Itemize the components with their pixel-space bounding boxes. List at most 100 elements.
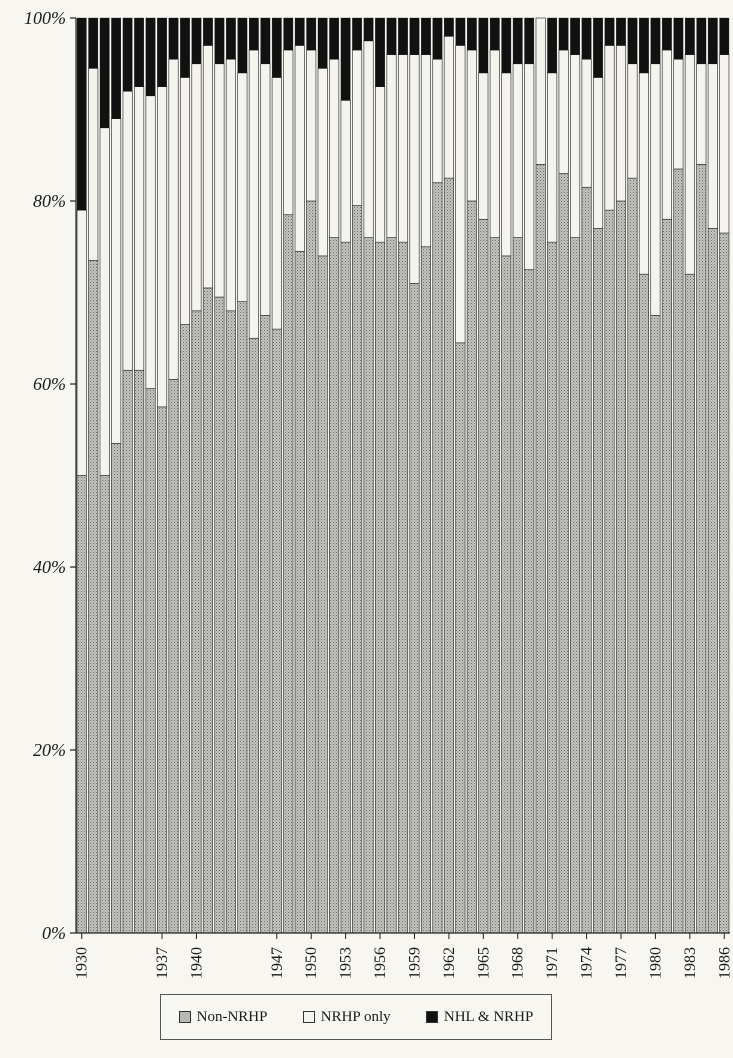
bar-segment-non-nrhp bbox=[340, 241, 351, 934]
x-tick-label: 1965 bbox=[475, 947, 492, 979]
bar-segment-nrhp-only bbox=[592, 77, 604, 229]
bar-segment-non-nrhp bbox=[547, 241, 558, 934]
bar-segment-nrhp-only bbox=[684, 54, 695, 275]
bar-segment-nhl-nrhp bbox=[352, 17, 362, 51]
bar-segment-non-nrhp bbox=[397, 241, 409, 934]
bar-segment-non-nrhp bbox=[455, 342, 466, 934]
bar-segment-non-nrhp bbox=[363, 237, 374, 934]
bar-segment-nhl-nrhp bbox=[145, 17, 156, 96]
bar-segment-non-nrhp bbox=[661, 218, 672, 934]
bar-segment-non-nrhp bbox=[191, 310, 202, 934]
bar-segment-nrhp-only bbox=[581, 58, 592, 188]
bar-segment-non-nrhp bbox=[466, 200, 477, 934]
bar-segment-non-nrhp bbox=[707, 228, 718, 934]
bar-segment-non-nrhp bbox=[478, 218, 489, 934]
bar-segment-nrhp-only bbox=[638, 72, 649, 275]
bar-segment-non-nrhp bbox=[122, 369, 133, 934]
bar-segment-non-nrhp bbox=[352, 205, 363, 934]
bar-segment-nhl-nrhp bbox=[570, 17, 580, 55]
bar-segment-nrhp-only bbox=[122, 90, 133, 371]
bar-segment-non-nrhp bbox=[179, 324, 191, 934]
bar-segment-nhl-nrhp bbox=[214, 17, 225, 64]
bar-segment-nhl-nrhp bbox=[581, 17, 592, 60]
bar-segment-non-nrhp bbox=[501, 255, 512, 934]
bar-segment-nhl-nrhp bbox=[432, 17, 443, 60]
bar-segment-nhl-nrhp bbox=[547, 17, 558, 74]
x-tick-label: 1968 bbox=[510, 947, 527, 979]
bar-segment-nrhp-only bbox=[214, 63, 225, 298]
bar-segment-nhl-nrhp bbox=[409, 17, 420, 55]
bar-segment-nhl-nrhp bbox=[375, 17, 385, 87]
bar-segment-non-nrhp bbox=[271, 328, 282, 934]
legend-label: Non-NRHP bbox=[196, 1008, 268, 1025]
bar-segment-non-nrhp bbox=[202, 287, 214, 934]
bar-segment-nhl-nrhp bbox=[283, 17, 294, 51]
bar-segment-nhl-nrhp bbox=[524, 17, 535, 64]
bar-segment-nrhp-only bbox=[719, 54, 730, 234]
bar-segment-nhl-nrhp bbox=[111, 17, 122, 119]
y-tick-label: 20% bbox=[33, 740, 66, 760]
bar-segment-nrhp-only bbox=[432, 58, 443, 184]
bar-segment-nhl-nrhp bbox=[248, 17, 259, 51]
bar-segment-nrhp-only bbox=[547, 72, 558, 243]
bar-segment-nrhp-only bbox=[306, 49, 317, 202]
bar-segment-nhl-nrhp bbox=[271, 17, 282, 78]
bar-segment-non-nrhp bbox=[145, 388, 156, 934]
bar-segment-non-nrhp bbox=[329, 237, 340, 934]
bar-segment-non-nrhp bbox=[570, 237, 581, 934]
legend-item-nhl-nrhp: NHL & NRHP bbox=[425, 1008, 534, 1026]
bar-segment-nhl-nrhp bbox=[466, 17, 477, 51]
bar-segment-nrhp-only bbox=[375, 86, 386, 243]
bar-segment-nhl-nrhp bbox=[616, 17, 626, 46]
bar-segment-nrhp-only bbox=[145, 95, 156, 389]
x-tick-label: 1953 bbox=[338, 947, 355, 979]
bar-segment-nrhp-only bbox=[179, 77, 191, 325]
bar-segment-non-nrhp bbox=[684, 273, 695, 934]
x-tick-label: 1959 bbox=[406, 947, 423, 979]
bar-segment-nhl-nrhp bbox=[226, 17, 236, 60]
plot-area bbox=[76, 17, 730, 934]
bar-segment-non-nrhp bbox=[604, 209, 615, 934]
bar-segment-nhl-nrhp bbox=[191, 17, 202, 64]
y-tick-label: 100% bbox=[24, 8, 66, 28]
nrhp-only-swatch-icon bbox=[302, 1011, 315, 1023]
bar-segment-nhl-nrhp bbox=[329, 17, 340, 60]
bar-segment-nrhp-only bbox=[478, 72, 489, 220]
bar-segment-nhl-nrhp bbox=[180, 17, 190, 78]
y-tick-label: 40% bbox=[33, 557, 66, 577]
bar-segment-nrhp-only bbox=[202, 45, 214, 289]
bar-segment-nhl-nrhp bbox=[662, 17, 672, 51]
bar-segment-non-nrhp bbox=[134, 369, 145, 934]
x-tick-label: 1950 bbox=[303, 947, 320, 979]
bar-segment-nhl-nrhp bbox=[203, 17, 213, 46]
legend-label: NRHP only bbox=[320, 1008, 391, 1025]
bar-segment-nrhp-only bbox=[707, 63, 718, 229]
bar-segment-nhl-nrhp bbox=[306, 17, 317, 51]
bar-segment-nrhp-only bbox=[294, 45, 305, 252]
bar-segment-non-nrhp bbox=[489, 237, 500, 934]
bar-segment-non-nrhp bbox=[283, 214, 294, 934]
bar-segment-nhl-nrhp bbox=[639, 17, 649, 74]
legend-label: NHL & NRHP bbox=[443, 1008, 534, 1025]
y-tick-label: 0% bbox=[42, 923, 66, 943]
bar-segment-non-nrhp bbox=[696, 164, 707, 934]
bar-segment-nhl-nrhp bbox=[478, 17, 489, 74]
bar-segment-nhl-nrhp bbox=[237, 17, 248, 74]
bar-segment-nrhp-only bbox=[88, 67, 99, 261]
bar-segment-nrhp-only bbox=[604, 45, 615, 211]
bar-segment-nrhp-only bbox=[352, 49, 363, 206]
x-tick-label: 1962 bbox=[441, 947, 458, 979]
bar-segment-non-nrhp bbox=[99, 475, 110, 934]
bar-segment-non-nrhp bbox=[592, 228, 604, 934]
bar-segment-nrhp-only bbox=[570, 54, 581, 238]
bar-segment-nhl-nrhp bbox=[363, 17, 374, 42]
bar-segment-nrhp-only bbox=[363, 40, 374, 238]
bar-segment-nrhp-only bbox=[466, 49, 477, 202]
bar-segment-nrhp-only bbox=[627, 63, 638, 179]
bar-segment-nhl-nrhp bbox=[317, 17, 328, 69]
bar-segment-nrhp-only bbox=[99, 127, 110, 476]
bar-segment-non-nrhp bbox=[432, 182, 443, 934]
bar-segment-nhl-nrhp bbox=[398, 17, 408, 55]
bar-segment-nrhp-only bbox=[134, 86, 145, 371]
